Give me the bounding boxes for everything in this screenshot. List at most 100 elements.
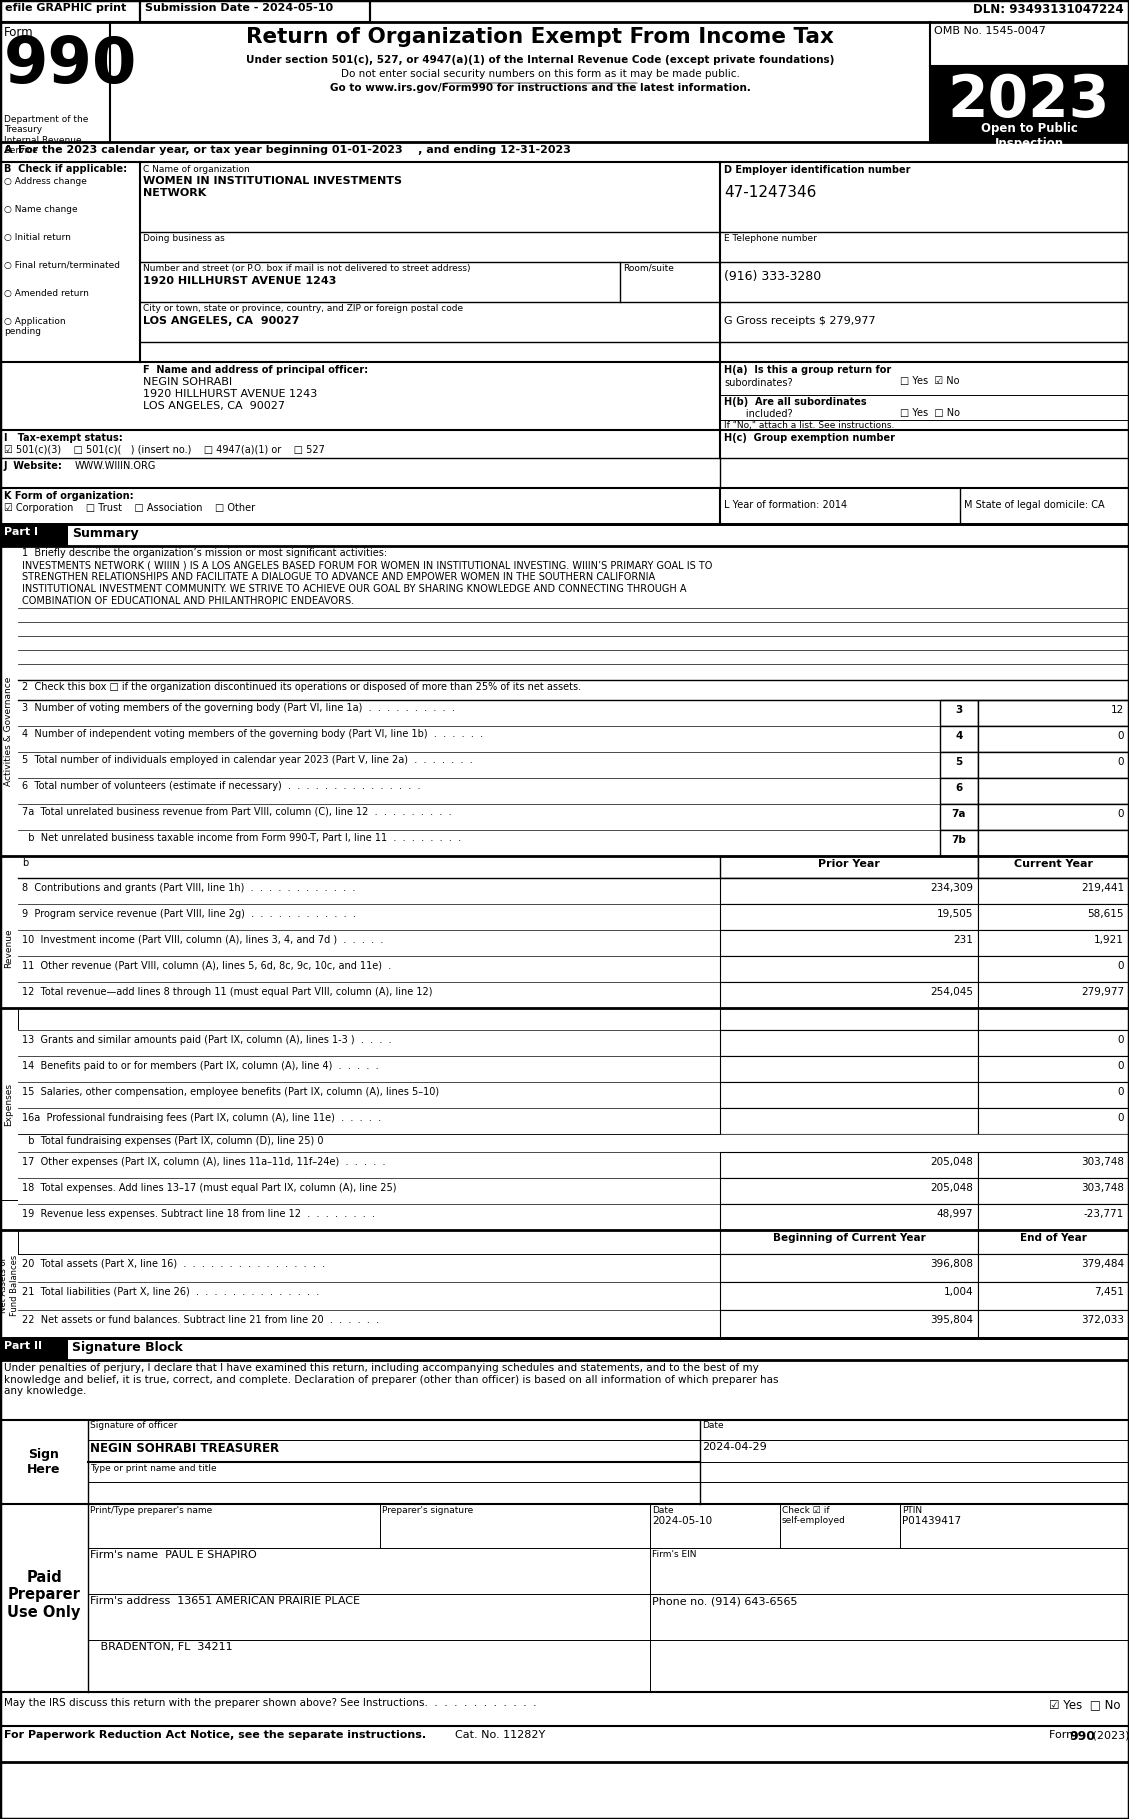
Bar [978,1057,1129,1082]
Text: 3: 3 [955,706,963,715]
Text: (2023): (2023) [1089,1730,1129,1741]
Text: 205,048: 205,048 [930,1182,973,1193]
Text: 0: 0 [1118,960,1124,971]
Bar [0,1008,18,1201]
Text: (916) 333-3280: (916) 333-3280 [724,269,821,284]
Text: INVESTMENTS NETWORK ( WIIIN ) IS A LOS ANGELES BASED FORUM FOR WOMEN IN INSTITUT: INVESTMENTS NETWORK ( WIIIN ) IS A LOS A… [21,560,712,569]
Text: □ Yes  ☑ No: □ Yes ☑ No [900,377,960,386]
Text: 21  Total liabilities (Part X, line 26)  .  .  .  .  .  .  .  .  .  .  .  .  .  : 21 Total liabilities (Part X, line 26) .… [21,1288,320,1297]
Bar [978,904,1129,930]
Text: 2024-04-29: 2024-04-29 [702,1442,767,1452]
Bar [18,1057,720,1082]
Bar [720,982,978,1008]
Bar [0,162,1129,362]
Bar [930,65,1129,142]
Text: E Telephone number: E Telephone number [724,235,817,244]
Bar [978,957,1129,982]
Bar [0,1504,88,1692]
Text: Part II: Part II [5,1341,42,1352]
Text: Part I: Part I [5,528,38,537]
Bar [0,1726,1129,1763]
Bar [940,700,978,726]
Text: 1920 HILLHURST AVENUE 1243: 1920 HILLHURST AVENUE 1243 [143,389,317,398]
Bar [978,1108,1129,1133]
Text: 0: 0 [1118,809,1124,819]
Bar [720,1057,978,1082]
Text: DLN: 93493131047224: DLN: 93493131047224 [973,4,1124,16]
Text: H(a)  Is this a group return for: H(a) Is this a group return for [724,366,891,375]
Bar [0,142,1129,162]
Bar [940,829,978,857]
Text: H(b)  Are all subordinates: H(b) Are all subordinates [724,397,867,407]
Bar [978,879,1129,904]
Bar [978,829,1129,857]
Text: 9  Program service revenue (Part VIII, line 2g)  .  .  .  .  .  .  .  .  .  .  .: 9 Program service revenue (Part VIII, li… [21,910,356,919]
Text: LOS ANGELES, CA  90027: LOS ANGELES, CA 90027 [143,400,285,411]
Text: 6: 6 [955,782,963,793]
Text: 396,808: 396,808 [930,1259,973,1270]
Bar [0,1339,68,1361]
Bar [0,0,140,22]
Text: Current Year: Current Year [1014,859,1093,869]
Text: 18  Total expenses. Add lines 13–17 (must equal Part IX, column (A), line 25): 18 Total expenses. Add lines 13–17 (must… [21,1182,396,1193]
Text: Signature of officer: Signature of officer [90,1421,177,1430]
Bar [720,1151,978,1179]
Text: Date: Date [653,1506,674,1515]
Text: Beginning of Current Year: Beginning of Current Year [772,1233,926,1242]
Text: □ Yes  □ No: □ Yes □ No [900,407,960,418]
Text: Firm's address  13651 AMERICAN PRAIRIE PLACE: Firm's address 13651 AMERICAN PRAIRIE PL… [90,1595,360,1606]
Text: City or town, state or province, country, and ZIP or foreign postal code: City or town, state or province, country… [143,304,463,313]
Bar [0,546,18,917]
Text: WWW.WIIIN.ORG: WWW.WIIIN.ORG [75,460,157,471]
Bar [978,1179,1129,1204]
Text: STRENGTHEN RELATIONSHIPS AND FACILITATE A DIALOGUE TO ADVANCE AND EMPOWER WOMEN : STRENGTHEN RELATIONSHIPS AND FACILITATE … [21,571,655,582]
Bar [18,930,720,957]
Text: 14  Benefits paid to or for members (Part IX, column (A), line 4)  .  .  .  .  .: 14 Benefits paid to or for members (Part… [21,1060,378,1071]
Text: Submission Date - 2024-05-10: Submission Date - 2024-05-10 [145,4,333,13]
Bar [18,957,720,982]
Text: For the 2023 calendar year, or tax year beginning 01-01-2023    , and ending 12-: For the 2023 calendar year, or tax year … [18,146,571,155]
Text: 22  Net assets or fund balances. Subtract line 21 from line 20  .  .  .  .  .  .: 22 Net assets or fund balances. Subtract… [21,1315,379,1324]
Bar [720,1108,978,1133]
Text: 0: 0 [1118,1088,1124,1097]
Bar [940,779,978,804]
Bar [940,751,978,779]
Bar [18,700,940,726]
Text: 231: 231 [953,935,973,946]
Bar [978,700,1129,726]
Text: Firm's EIN: Firm's EIN [653,1550,697,1559]
Text: 19,505: 19,505 [937,910,973,919]
Text: NEGIN SOHRABI TREASURER: NEGIN SOHRABI TREASURER [90,1442,279,1455]
Bar [720,1179,978,1204]
Bar [978,726,1129,751]
Text: 0: 0 [1118,1035,1124,1044]
Bar [18,1108,720,1133]
Text: ○ Application
pending: ○ Application pending [5,317,65,337]
Bar [978,1082,1129,1108]
Bar [720,1008,978,1030]
Text: 6  Total number of volunteers (estimate if necessary)  .  .  .  .  .  .  .  .  .: 6 Total number of volunteers (estimate i… [21,780,420,791]
Text: 48,997: 48,997 [936,1210,973,1219]
Text: -23,771: -23,771 [1084,1210,1124,1219]
Text: ☑ Yes  □ No: ☑ Yes □ No [1049,1697,1120,1712]
Bar [18,857,720,879]
Text: Date: Date [702,1421,724,1430]
Text: Room/suite: Room/suite [623,264,674,273]
Text: 5  Total number of individuals employed in calendar year 2023 (Part V, line 2a) : 5 Total number of individuals employed i… [21,755,473,766]
Text: M State of legal domicile: CA: M State of legal domicile: CA [964,500,1104,509]
Text: efile GRAPHIC print: efile GRAPHIC print [5,4,126,13]
Bar [0,22,1129,142]
Text: 2023: 2023 [948,73,1110,129]
Text: H(c)  Group exemption number: H(c) Group exemption number [724,433,895,444]
Bar [978,779,1129,804]
Bar [18,1030,720,1057]
Text: F  Name and address of principal officer:: F Name and address of principal officer: [143,366,368,375]
Text: 5: 5 [955,757,963,768]
Bar [978,1204,1129,1230]
Text: 7b: 7b [952,835,966,846]
Text: 254,045: 254,045 [930,988,973,997]
Text: 0: 0 [1118,731,1124,740]
Text: NETWORK: NETWORK [143,187,207,198]
Bar [978,857,1129,879]
Bar [18,904,720,930]
